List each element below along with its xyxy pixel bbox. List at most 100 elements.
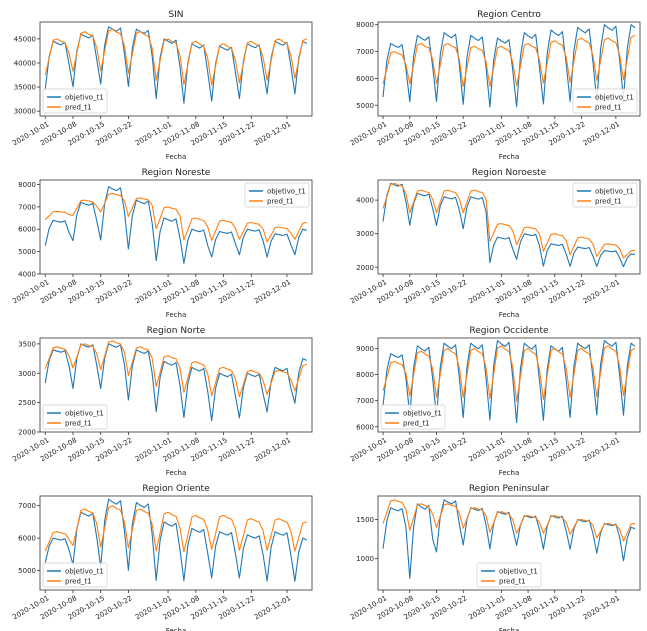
legend-label: pred_t1 bbox=[267, 198, 294, 206]
axes-frame bbox=[39, 21, 313, 117]
legend-label: pred_t1 bbox=[65, 104, 92, 112]
y-tick-label: 6000 bbox=[356, 423, 374, 431]
chart-panel: Region Oriente5000600070002020-10-012020… bbox=[11, 484, 313, 631]
x-tick-label: 2020-12-01 bbox=[582, 278, 621, 305]
y-tick-label: 2000 bbox=[356, 264, 374, 272]
y-tick-label: 4000 bbox=[356, 197, 374, 205]
x-axis-label: Fecha bbox=[166, 469, 187, 477]
chart-panel: SIN300003500040000450002020-10-012020-10… bbox=[11, 10, 313, 161]
y-tick-label: 3500 bbox=[18, 340, 36, 348]
legend-label: objetivo_t1 bbox=[65, 568, 104, 576]
plot-lines bbox=[44, 26, 308, 104]
y-tick-label: 5000 bbox=[356, 102, 374, 110]
legend-label: objetivo_t1 bbox=[65, 94, 104, 102]
axes-frame bbox=[377, 179, 641, 275]
series-line-objetivo_t1 bbox=[44, 26, 308, 104]
y-tick-label: 45000 bbox=[14, 35, 36, 43]
legend-label: pred_t1 bbox=[403, 420, 430, 428]
y-tick-label: 1000 bbox=[356, 555, 374, 563]
axes-frame bbox=[377, 495, 641, 591]
legend: objetivo_t1 pred_t1 bbox=[42, 562, 108, 588]
series-line-objetivo_t1 bbox=[382, 340, 636, 424]
legend: objetivo_t1 pred_t1 bbox=[380, 404, 446, 430]
y-tick-label: 6000 bbox=[356, 75, 374, 83]
plot-lines bbox=[44, 498, 308, 582]
y-tick-label: 4000 bbox=[18, 271, 36, 279]
y-tick-label: 5000 bbox=[18, 248, 36, 256]
y-tick-label: 2000 bbox=[18, 429, 36, 437]
legend-label: pred_t1 bbox=[499, 578, 526, 586]
chart-panel: Region Noroeste2000300040002020-10-01202… bbox=[349, 168, 641, 319]
plot-lines bbox=[382, 24, 636, 108]
x-axis-label: Fecha bbox=[499, 311, 520, 319]
chart-title: Region Peninsular bbox=[469, 484, 550, 494]
chart-panel: Region Noreste 4000 5000 6000 7000 8000 2020-1… bbox=[11, 168, 313, 319]
series-line-objetivo_t1 bbox=[44, 186, 307, 264]
legend-label: objetivo_t1 bbox=[499, 568, 538, 576]
axes-frame bbox=[39, 337, 313, 433]
series-line-objetivo_t1 bbox=[382, 182, 636, 268]
legend-label: pred_t1 bbox=[595, 198, 622, 206]
chart-title: Region Centro bbox=[477, 10, 541, 20]
y-tick-label: 6000 bbox=[18, 535, 36, 543]
series-line-pred_t1 bbox=[44, 28, 308, 86]
y-tick-label: 30000 bbox=[14, 108, 36, 116]
y-tick-label: 8000 bbox=[356, 371, 374, 379]
x-axis-label: Fecha bbox=[166, 153, 187, 161]
series-line-pred_t1 bbox=[44, 192, 307, 243]
axes-frame bbox=[377, 21, 641, 117]
legend-label: objetivo_t1 bbox=[403, 410, 442, 418]
legend-label: objetivo_t1 bbox=[595, 94, 634, 102]
x-tick-label: 2020-12-01 bbox=[253, 436, 292, 463]
series-line-pred_t1 bbox=[382, 499, 636, 542]
legend: objetivo_t1 pred_t1 bbox=[572, 88, 638, 114]
chart-panel: Region Norte20002500300035002020-10-0120… bbox=[11, 326, 313, 477]
x-axis-label: Fecha bbox=[499, 469, 520, 477]
legend: objetivo_t1 pred_t1 bbox=[42, 404, 108, 430]
x-axis-label: Fecha bbox=[499, 627, 520, 631]
x-tick-label: 2020-12-01 bbox=[253, 594, 292, 621]
y-tick-label: 9000 bbox=[356, 345, 374, 353]
chart-panel: Region Peninsular100015002020-10-012020-… bbox=[349, 484, 641, 631]
series-line-pred_t1 bbox=[382, 345, 636, 402]
y-tick-label: 6000 bbox=[18, 226, 36, 234]
x-tick-label: 2020-12-01 bbox=[253, 278, 292, 305]
y-tick-label: 35000 bbox=[14, 84, 36, 92]
y-tick-label: 8000 bbox=[18, 181, 36, 189]
y-tick-label: 7000 bbox=[356, 48, 374, 56]
y-tick-label: 7000 bbox=[18, 502, 36, 510]
x-tick-label: 2020-12-01 bbox=[582, 120, 621, 147]
chart-title: Region Occidente bbox=[469, 326, 549, 336]
legend: objetivo_t1 pred_t1 bbox=[42, 88, 108, 114]
series-line-objetivo_t1 bbox=[44, 343, 308, 422]
y-tick-label: 7000 bbox=[18, 203, 36, 211]
series-line-pred_t1 bbox=[382, 34, 636, 88]
legend-label: pred_t1 bbox=[65, 420, 92, 428]
series-line-pred_t1 bbox=[382, 182, 636, 259]
chart-title: Region Oriente bbox=[142, 484, 210, 494]
legend: objetivo_t1 pred_t1 bbox=[476, 562, 542, 588]
x-tick-label: 2020-12-01 bbox=[582, 594, 621, 621]
axes-frame bbox=[377, 337, 641, 433]
plot-lines bbox=[44, 186, 307, 264]
y-tick-label: 2500 bbox=[18, 399, 36, 407]
x-axis-label: Fecha bbox=[166, 627, 187, 631]
chart-title: Region Noroeste bbox=[472, 168, 547, 178]
y-tick-label: 1500 bbox=[356, 516, 374, 524]
y-tick-label: 8000 bbox=[356, 21, 374, 29]
axes-frame bbox=[39, 179, 313, 275]
series-line-pred_t1 bbox=[44, 340, 307, 398]
y-tick-label: 7000 bbox=[356, 397, 374, 405]
x-axis-label: Fecha bbox=[166, 311, 187, 319]
legend-label: pred_t1 bbox=[595, 104, 622, 112]
plot-lines bbox=[382, 340, 636, 424]
series-line-pred_t1 bbox=[44, 505, 307, 553]
series-line-objetivo_t1 bbox=[44, 498, 308, 582]
chart-title: Region Noreste bbox=[142, 168, 211, 178]
chart-title: Region Norte bbox=[147, 326, 206, 336]
x-tick-label: 2020-12-01 bbox=[253, 120, 292, 147]
chart-title: SIN bbox=[168, 10, 183, 20]
chart-panel: Region Centro50006000700080002020-10-012… bbox=[349, 10, 641, 161]
series-line-objetivo_t1 bbox=[382, 24, 636, 108]
